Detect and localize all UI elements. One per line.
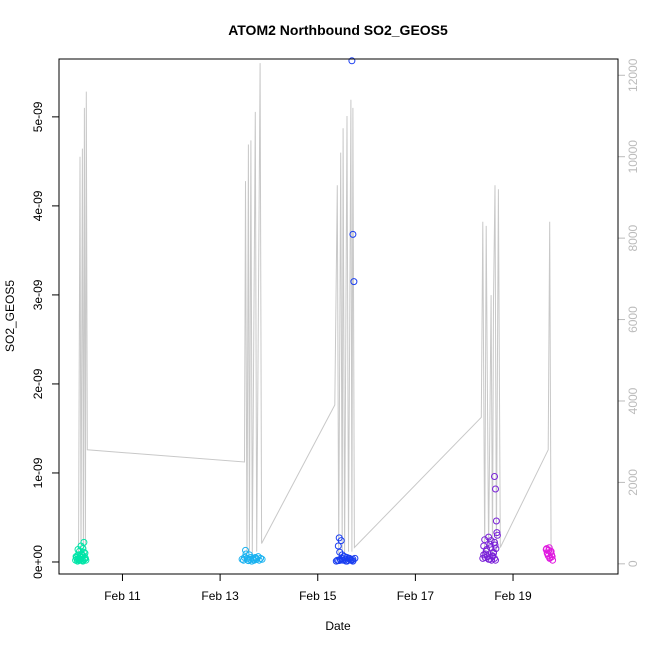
data-point: [493, 529, 501, 537]
data-point: [79, 557, 87, 565]
data-point: [335, 557, 343, 565]
y2-tick-label: 6000: [626, 306, 640, 333]
y-tick-label: 5e-09: [31, 101, 45, 132]
data-point: [549, 556, 557, 564]
data-point: [493, 531, 501, 539]
y-axis-label: SO2_GEOS5: [3, 280, 17, 352]
series-1: [72, 538, 90, 565]
data-point: [337, 537, 345, 545]
data-point: [81, 554, 89, 561]
data-point: [346, 554, 353, 562]
plot-frame: [58, 58, 619, 575]
data-point: [252, 554, 260, 562]
series-3: [332, 57, 359, 565]
data-point: [258, 555, 266, 563]
y-tick-label: 0e+00: [31, 545, 45, 579]
data-point: [492, 485, 499, 493]
series-4: [479, 473, 501, 564]
data-point: [487, 537, 495, 545]
y-tick-label: 3e-09: [31, 279, 45, 310]
y2-tick-label: 8000: [626, 224, 640, 251]
x-tick-label: Feb 11: [104, 589, 141, 603]
x-tick-label: Feb 19: [494, 589, 532, 603]
y2-tick-label: 0: [626, 560, 640, 567]
chart-title: ATOM2 Northbound SO2_GEOS5: [228, 22, 448, 38]
data-point: [247, 554, 255, 561]
x-axis-label: Date: [325, 619, 351, 633]
x-tick-label: Feb 13: [201, 589, 239, 603]
data-point: [491, 541, 499, 549]
data-point: [492, 517, 500, 525]
data-point: [548, 551, 556, 559]
data-point: [489, 553, 496, 561]
data-point: [242, 546, 249, 554]
altitude-line-layer: [78, 63, 552, 564]
data-point: [486, 540, 494, 548]
data-points-layer: [72, 57, 557, 565]
data-point: [348, 57, 356, 65]
data-point: [491, 473, 498, 480]
series-5: [542, 544, 557, 564]
y2-tick-label: 4000: [626, 387, 640, 414]
data-point: [80, 538, 88, 546]
x-tick-label: Feb 15: [299, 589, 337, 603]
data-point: [74, 546, 82, 553]
data-point: [77, 553, 85, 561]
series-2: [238, 546, 266, 565]
data-point: [257, 554, 265, 562]
y-tick-label: 2e-09: [31, 368, 45, 399]
data-point: [349, 230, 357, 238]
y-tick-label: 4e-09: [31, 190, 45, 221]
altitude-line: [78, 63, 552, 564]
y2-tick-label: 2000: [626, 469, 640, 496]
data-point: [481, 554, 489, 561]
x-tick-label: Feb 17: [397, 589, 435, 603]
y-tick-label: 1e-09: [31, 457, 45, 488]
data-point: [492, 545, 500, 553]
data-point: [242, 550, 250, 558]
data-point: [350, 278, 358, 286]
y2-tick-label: 10000: [626, 140, 640, 174]
y2-tick-label: 12000: [626, 58, 640, 92]
data-point: [543, 545, 551, 553]
